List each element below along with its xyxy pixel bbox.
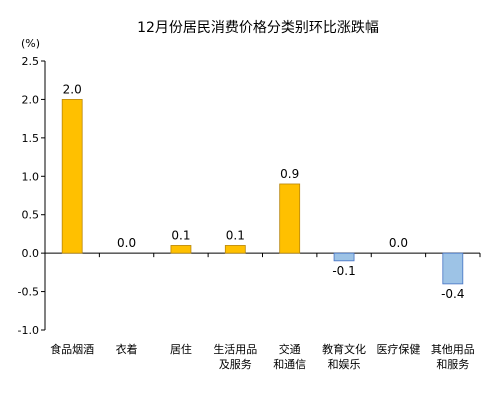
data-label: 0.1: [226, 228, 245, 242]
bar: [279, 183, 301, 254]
x-category-label: 及服务: [219, 358, 252, 371]
x-category-label: 和服务: [436, 358, 469, 371]
y-tick-label: 2.0: [22, 93, 40, 106]
x-category-label: 和通信: [273, 358, 306, 371]
bar: [442, 252, 464, 285]
y-tick-label: -1.0: [18, 324, 39, 337]
y-tick-label: 2.5: [22, 55, 40, 68]
y-tick-label: 0.0: [22, 247, 40, 260]
bar: [170, 245, 192, 254]
y-tick-label: -0.5: [18, 286, 39, 299]
axes: 2.5 2.0 1.5 1.0 0.5 0.0 -0.5 -1.0: [18, 55, 481, 337]
x-category-label: 其他用品: [431, 343, 475, 356]
data-label: -0.1: [332, 264, 355, 278]
y-tick-label: 1.5: [22, 132, 40, 145]
y-tick-label: 0.5: [22, 209, 40, 222]
x-category-label: 交通: [279, 342, 301, 356]
x-category-label: 医疗保健: [376, 342, 420, 356]
x-category-label: 教育文化: [322, 342, 366, 356]
bars: [61, 99, 464, 285]
data-label: 0.1: [171, 228, 190, 242]
bar: [333, 252, 355, 262]
y-tick-label: 1.0: [22, 170, 40, 183]
data-label: 0.0: [389, 236, 408, 250]
data-label: 0.9: [280, 167, 299, 181]
x-category-label: 食品烟酒: [50, 342, 94, 356]
x-category-label: 衣着: [116, 342, 138, 356]
data-label: -0.4: [441, 287, 464, 301]
x-category-label: 居住: [170, 342, 192, 356]
bar: [224, 245, 246, 254]
chart-title: 12月份居民消费价格分类别环比涨跌幅: [137, 20, 379, 36]
bar: [61, 99, 83, 254]
data-label: 2.0: [63, 82, 82, 96]
x-category-label: 生活用品: [213, 342, 257, 356]
x-category-label: 和娱乐: [328, 357, 361, 371]
data-label: 0.0: [117, 236, 136, 250]
y-axis-unit: (%): [21, 37, 40, 50]
